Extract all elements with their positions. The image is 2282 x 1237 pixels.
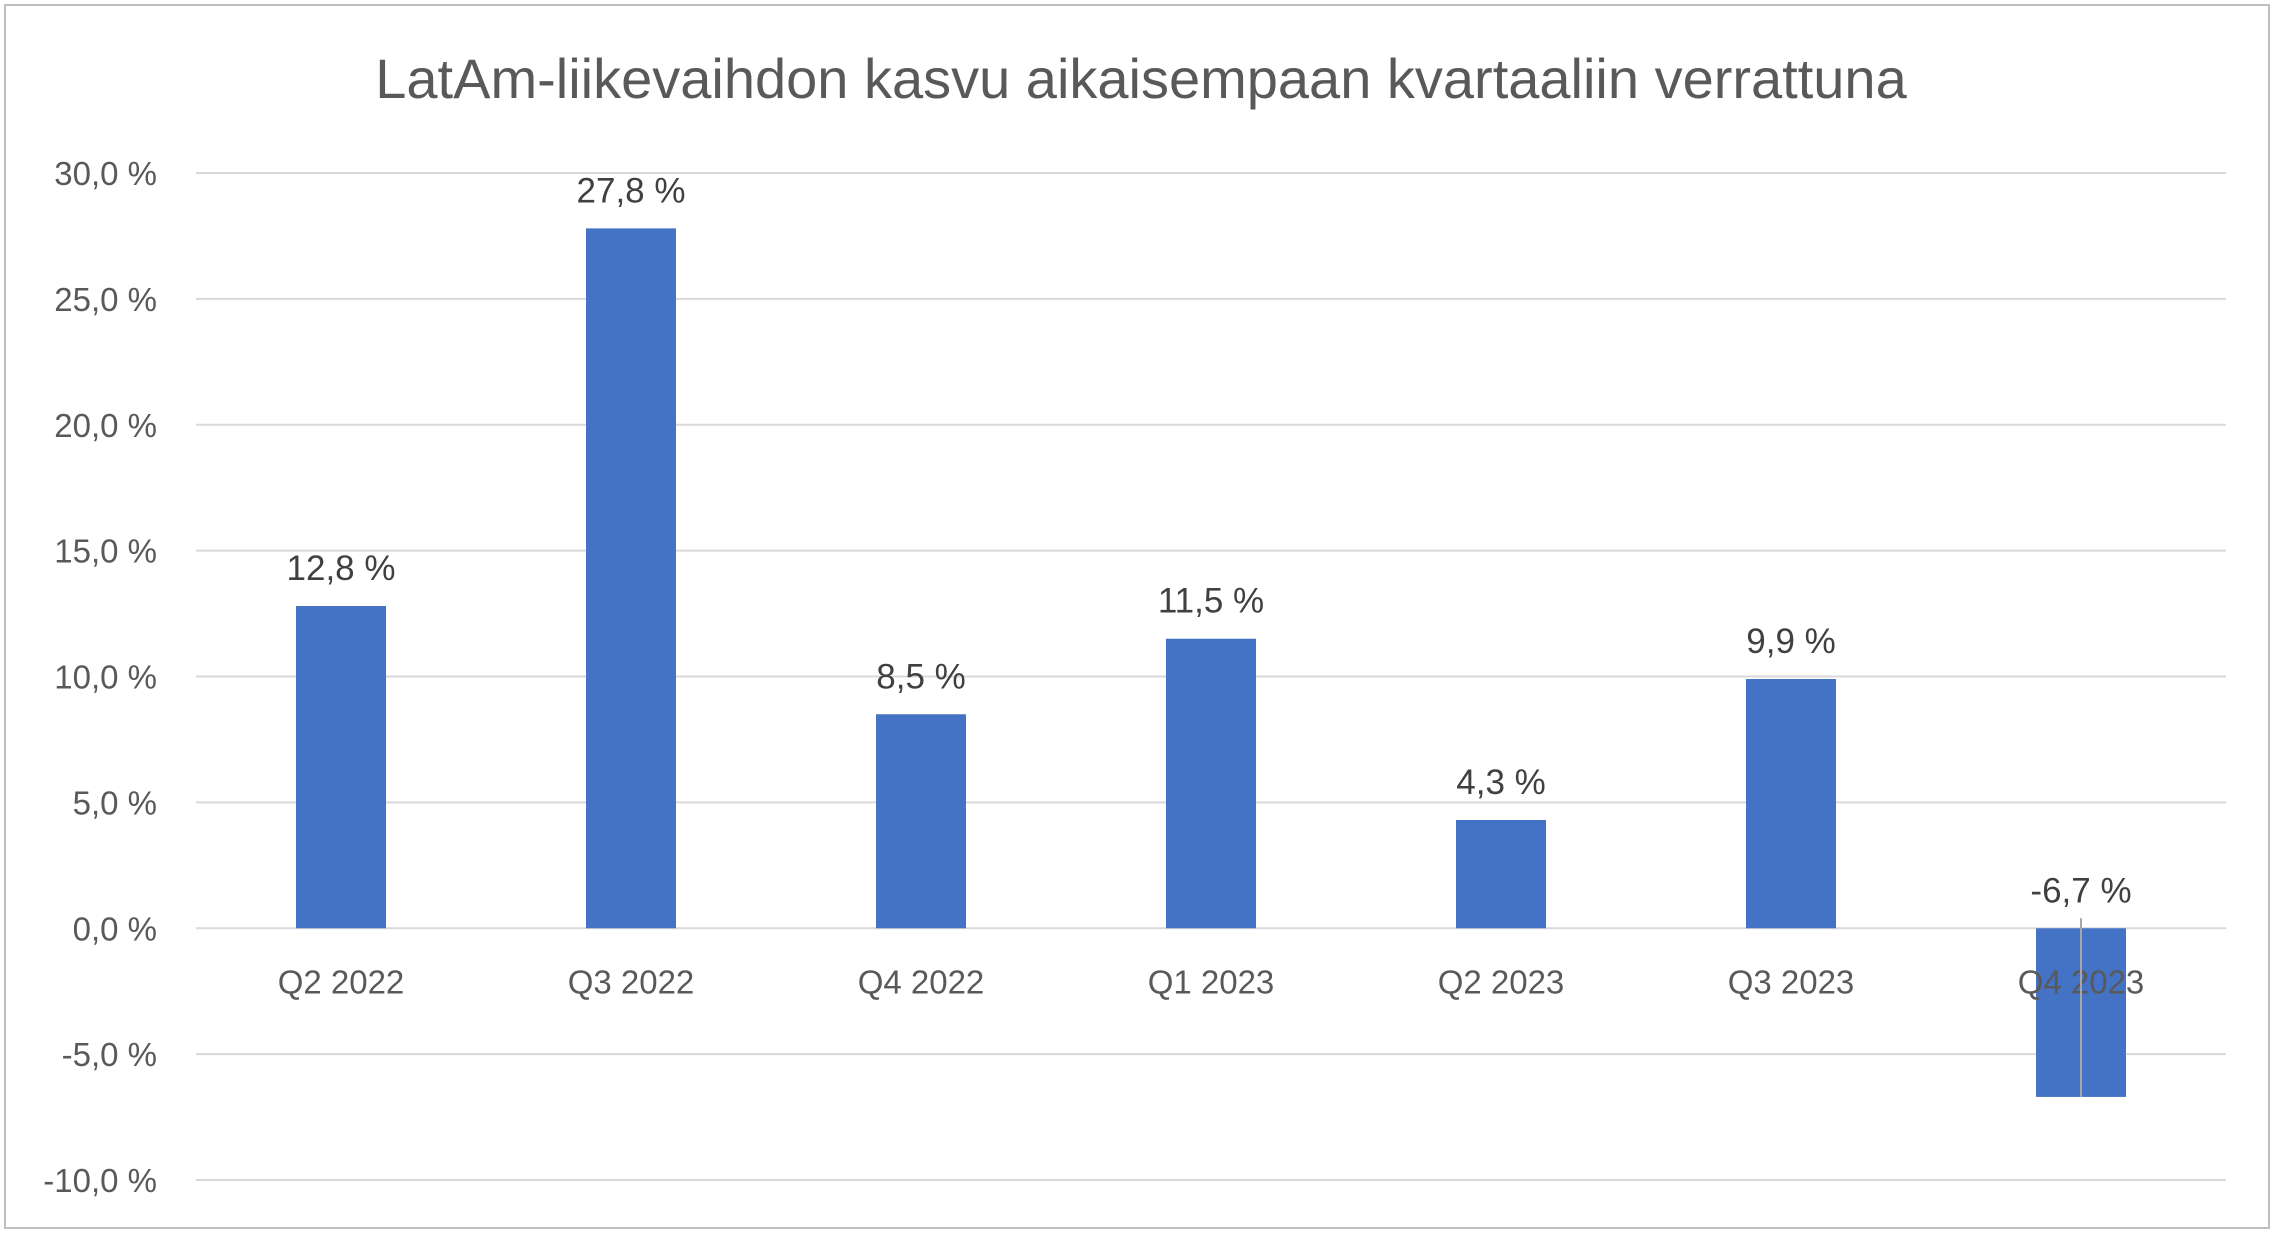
- y-tick-label: 10,0 %: [54, 659, 157, 696]
- bar: [1456, 819, 1546, 929]
- x-tick-label: Q4 2022: [858, 963, 985, 1000]
- x-tick-label: Q3 2022: [568, 963, 695, 1000]
- data-label: 8,5 %: [876, 657, 966, 696]
- bar: [296, 606, 386, 929]
- y-tick-label: 25,0 %: [54, 281, 157, 318]
- bar: [586, 228, 676, 929]
- y-axis-tick-labels: 30,0 % 25,0 % 20,0 % 15,0 % 10,0 % 5,0 % 0,0 %…: [43, 155, 157, 1199]
- chart-title: LatAm-liikevaihdon kasvu aikaisempaan kv…: [375, 47, 1907, 110]
- y-tick-label: -5,0 %: [62, 1036, 157, 1073]
- y-tick-label: -10,0 %: [43, 1162, 157, 1199]
- data-labels: 12,8 % 27,8 % 8,5 % 11,5 % 4,3 % 9,9 % -6,7 %: [287, 171, 2132, 1097]
- data-label: 9,9 %: [1746, 622, 1836, 661]
- y-tick-label: 15,0 %: [54, 533, 157, 570]
- data-label: -6,7 %: [2030, 871, 2131, 910]
- y-tick-label: 5,0 %: [73, 784, 157, 821]
- data-label: 27,8 %: [577, 171, 686, 210]
- y-tick-label: 30,0 %: [54, 155, 157, 192]
- bars: [296, 228, 2126, 1097]
- x-tick-label: Q1 2023: [1148, 963, 1275, 1000]
- data-label: 11,5 %: [1158, 582, 1264, 621]
- bar: [1166, 638, 1256, 929]
- y-tick-label: 0,0 %: [73, 910, 157, 947]
- y-tick-label: 20,0 %: [54, 407, 157, 444]
- bar: [1746, 679, 1836, 929]
- x-tick-label: Q2 2022: [278, 963, 405, 1000]
- x-tick-label: Q3 2023: [1728, 963, 1855, 1000]
- x-axis-tick-labels: Q2 2022 Q3 2022 Q4 2022 Q1 2023 Q2 2023 Q3 20…: [278, 963, 2145, 1000]
- bar: [876, 714, 966, 929]
- data-label: 4,3 %: [1456, 763, 1546, 802]
- data-label: 12,8 %: [287, 549, 396, 588]
- x-tick-label: Q2 2023: [1438, 963, 1565, 1000]
